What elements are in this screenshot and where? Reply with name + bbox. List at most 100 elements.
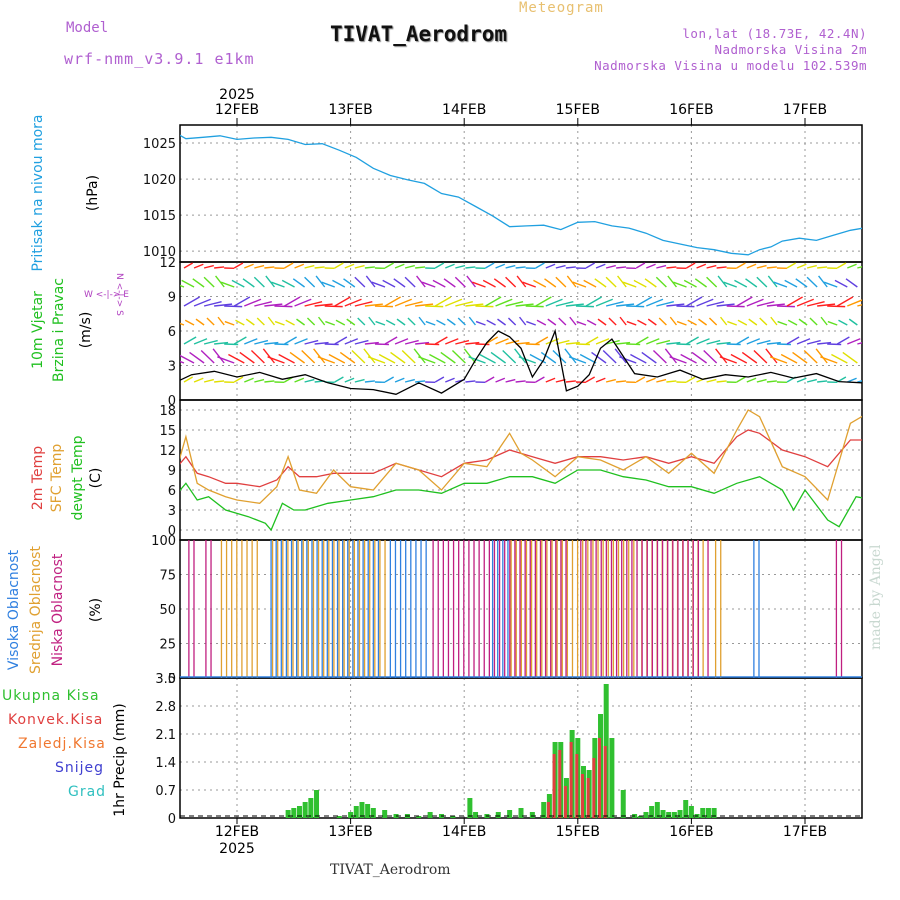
wind-arrow	[796, 263, 807, 269]
wind-arrow	[765, 348, 778, 364]
wind-arrow	[646, 338, 660, 345]
wind-arrow	[294, 377, 305, 383]
wind-arrow	[486, 319, 496, 326]
wind-arrow	[364, 266, 375, 269]
wind-arrow	[658, 317, 667, 326]
wind-arrow	[708, 317, 718, 326]
wind-arrow	[756, 339, 771, 345]
wind-arrow	[364, 380, 375, 383]
wind-arrow	[421, 281, 436, 288]
precip-unit: 1hr Precip (mm)	[112, 703, 128, 816]
wind-arrow	[436, 319, 446, 326]
convective-bar	[586, 778, 590, 818]
wind-arrow	[633, 279, 647, 288]
wind-arrow	[746, 377, 757, 383]
convective-bar	[592, 758, 596, 818]
wind-arrow	[183, 376, 194, 383]
wind-arrow	[434, 262, 445, 269]
wind-arrow	[214, 380, 225, 383]
wind-arrow	[614, 348, 627, 364]
wind-arrow	[217, 356, 235, 364]
wind-arrow	[505, 264, 516, 269]
y-tick-label: 6	[168, 484, 176, 499]
wind-arrow	[364, 303, 383, 307]
wind-arrow	[457, 317, 466, 326]
wind-arrow	[455, 339, 470, 345]
convective-bar	[569, 742, 573, 818]
top-date-label: 16FEB	[669, 102, 713, 118]
wind-arrow	[669, 316, 678, 326]
temp2m-ylabel: 2m Temp	[30, 446, 46, 510]
wind-arrow	[565, 303, 584, 307]
wind-arrow	[635, 262, 646, 269]
mid-cloud-ylabel: Srednja Oblacnost	[28, 546, 44, 674]
wind-arrow	[343, 278, 356, 288]
wind-arrow	[694, 278, 708, 288]
wind-arrow	[233, 376, 244, 383]
wind-arrow	[619, 316, 627, 326]
wind-arrow	[736, 336, 750, 345]
wind-arrow	[515, 341, 530, 345]
precip-bar	[660, 810, 666, 818]
wind-arrow	[766, 341, 781, 345]
wind-arrow	[254, 300, 272, 307]
wind-arrow	[495, 377, 506, 383]
wind-arrow	[354, 300, 373, 307]
precip-bar	[365, 804, 371, 818]
wind-arrow	[206, 317, 215, 326]
precip-bar	[700, 808, 706, 818]
precip-bar	[529, 812, 535, 818]
wind-arrow	[292, 278, 306, 288]
wind-arrow	[726, 305, 745, 308]
wind-arrow	[404, 300, 423, 307]
wind-arrow	[334, 336, 348, 345]
bottom-date-label: 15FEB	[556, 824, 600, 840]
wind-arrow	[595, 298, 614, 307]
wind-arrow	[404, 378, 415, 383]
wind-arrow	[516, 275, 527, 288]
temp-line-0	[180, 429, 862, 488]
precip-bar	[683, 800, 689, 818]
wind-arrow	[507, 317, 517, 326]
wind-arrow	[455, 264, 466, 269]
y-tick-label: 3	[168, 360, 176, 375]
wind-arrow	[502, 349, 517, 364]
precip-bar	[370, 808, 376, 818]
wind-arrow	[535, 336, 549, 345]
wind-arrow	[425, 320, 436, 326]
top-year-label: 2025	[219, 87, 255, 103]
wind-arrow	[857, 380, 862, 383]
wind-arrow	[479, 353, 496, 364]
wind-arrow	[838, 319, 848, 326]
precip-bar	[654, 802, 660, 818]
wind-arrow	[443, 278, 456, 288]
y-tick-label: 1025	[143, 137, 176, 152]
wind-arrow	[465, 341, 480, 345]
wind-arrow	[495, 298, 513, 307]
wind-arrow	[723, 281, 737, 288]
precip-bar	[427, 812, 433, 818]
wind-arrow	[746, 338, 761, 345]
wind-arrow	[518, 356, 536, 364]
wind-arrow	[315, 275, 326, 288]
low-cloud-ylabel: Niska Oblacnost	[50, 553, 66, 666]
wind-unit: (m/s)	[78, 312, 94, 349]
wind-arrow	[214, 303, 233, 307]
wind-arrow	[666, 266, 677, 269]
top-date-label: 13FEB	[328, 102, 372, 118]
y-tick-label: 50	[159, 603, 176, 618]
wind-arrow	[780, 353, 798, 364]
wind-arrow	[635, 376, 646, 383]
wind-arrow	[183, 262, 194, 269]
precip-bar	[353, 806, 359, 818]
wind-arrow	[585, 296, 602, 307]
wind-arrow	[585, 336, 599, 345]
wind-arrow	[784, 279, 798, 288]
precip-bar	[291, 808, 297, 818]
wind-arrow	[314, 303, 333, 307]
y-tick-label: 100	[151, 534, 176, 549]
wind-arrow	[666, 303, 685, 307]
wind-arrow	[317, 356, 335, 364]
wind-arrow	[766, 266, 777, 269]
precip-legend-3: Snijeg	[55, 760, 104, 776]
